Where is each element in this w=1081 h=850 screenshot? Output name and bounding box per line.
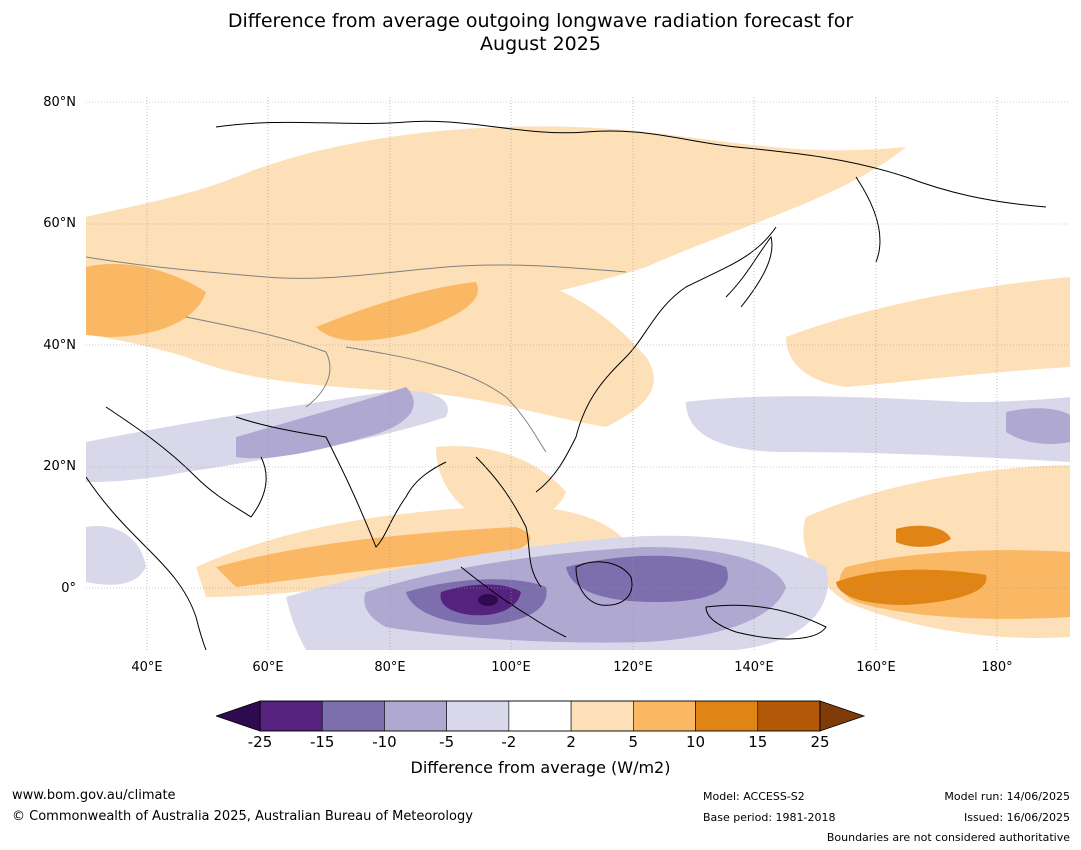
coastline-sumatra [460, 566, 567, 638]
lon-label-100e: 100°E [491, 660, 531, 675]
colorbar-cell [695, 700, 759, 732]
footer-model: Model: ACCESS-S2 [703, 790, 805, 803]
footer-model-run: Model run: 14/06/2025 [944, 790, 1070, 803]
coastlines [86, 120, 1047, 650]
coastline-india [235, 416, 447, 548]
anomaly-map [86, 97, 1070, 650]
footer-url[interactable]: www.bom.gov.au/climate [12, 788, 176, 803]
colorbar-tick-label: -2 [501, 733, 517, 751]
colorbar-cell [446, 700, 510, 732]
coastline-kamchatka [855, 176, 881, 263]
colorbar-tick-label: -5 [439, 733, 455, 751]
colorbar-over-arrow [819, 700, 866, 732]
colorbar-tick-label: 2 [566, 733, 576, 751]
coastline-east-asia [535, 226, 777, 493]
lon-label-160e: 160°E [856, 660, 896, 675]
neg2-region-horn-of-africa [86, 526, 146, 585]
coastline-new-guinea [705, 604, 827, 640]
coastline-arctic [215, 120, 1047, 208]
map-canvas [86, 97, 1070, 650]
pos10-region-pacific [836, 569, 987, 605]
pos5-region-indian-ocean [216, 527, 531, 587]
lat-label-20n: 20°N [43, 459, 76, 474]
colorbar-tick-label: -25 [247, 733, 273, 751]
pos10-regions [836, 525, 987, 605]
lat-label-60n: 60°N [43, 216, 76, 231]
colorbar-cells [259, 700, 821, 732]
colorbar-tick-label: 10 [686, 733, 706, 751]
lat-label-80n: 80°N [43, 95, 76, 110]
lon-label-40e: 40°E [131, 660, 163, 675]
colorbar-title: Difference from average (W/m2) [410, 758, 671, 777]
colorbar-tick-label: -15 [309, 733, 335, 751]
coastline-japan [725, 235, 773, 308]
neg2-region-west-pacific [686, 396, 1070, 462]
colorbar-cell [259, 700, 323, 732]
lon-label-60e: 60°E [252, 660, 284, 675]
footer-copyright: © Commonwealth of Australia 2025, Austra… [12, 809, 473, 824]
footer-issued: Issued: 16/06/2025 [963, 811, 1070, 824]
colorbar-cell [757, 700, 821, 732]
neg25-core [478, 594, 498, 606]
lon-label-120e: 120°E [613, 660, 653, 675]
colorbar-under-arrow [216, 700, 261, 732]
colorbar [216, 700, 866, 732]
pos2-region-north-pacific [786, 277, 1070, 387]
border-china [345, 346, 547, 453]
footer-base-period: Base period: 1981-2018 [703, 811, 836, 824]
colorbar-tick-label: -10 [372, 733, 397, 751]
colorbar-tick-label: 15 [748, 733, 768, 751]
coastline-africa [86, 476, 207, 650]
colorbar-tick-label: 5 [628, 733, 639, 751]
lon-label-80e: 80°E [374, 660, 406, 675]
colorbar-cell [321, 700, 385, 732]
neg25-regions [478, 594, 498, 606]
colorbar-cell [633, 700, 696, 732]
pos5-region-caspian [86, 263, 206, 337]
colorbar-cell [570, 700, 634, 732]
gridlines [86, 97, 1070, 650]
coastline-indochina [475, 456, 542, 588]
coastline-arabia [105, 406, 267, 518]
lat-label-40n: 40°N [43, 338, 76, 353]
title-line-2: August 2025 [480, 33, 601, 55]
lon-label-180: 180° [981, 660, 1013, 675]
neg5-region-philippine-sea [1006, 408, 1070, 444]
neg10-region-borneo [566, 555, 728, 602]
colorbar-cell [508, 700, 572, 732]
pos5-region-mongolia [316, 282, 478, 341]
border-russia-south [86, 256, 627, 279]
chart-title: Difference from average outgoing longwav… [0, 10, 1081, 56]
lon-label-140e: 140°E [734, 660, 774, 675]
neg5-region-south-asia [236, 387, 414, 459]
border-central-asia [185, 316, 331, 408]
colorbar-tick-label: 25 [810, 733, 830, 751]
footer-boundaries: Boundaries are not considered authoritat… [826, 831, 1070, 844]
title-line-1: Difference from average outgoing longwav… [227, 10, 854, 32]
lat-label-0: 0° [61, 581, 76, 596]
coastline-borneo [575, 561, 633, 606]
colorbar-cell [384, 700, 447, 732]
pos2-region-southeast-asia [436, 446, 566, 524]
pos10-region-marshall [896, 525, 951, 547]
borders [86, 256, 627, 453]
